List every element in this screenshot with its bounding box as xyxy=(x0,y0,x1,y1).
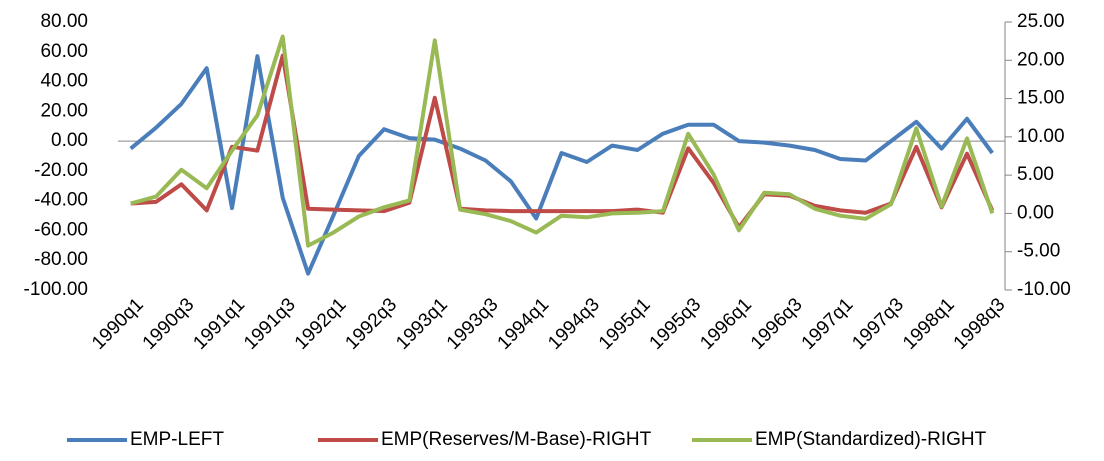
y-tick-label: -40.00 xyxy=(34,190,88,211)
series-line xyxy=(130,53,995,230)
y2-tick-label: 10.00 xyxy=(1017,126,1065,147)
series-line xyxy=(129,54,994,276)
y-tick-label: -20.00 xyxy=(34,160,88,181)
x-tick-label: 1993q3 xyxy=(443,294,503,354)
legend-label: EMP-LEFT xyxy=(130,429,224,450)
y-tick-label: -60.00 xyxy=(34,219,88,240)
y2-tick-label: -5.00 xyxy=(1017,241,1060,262)
x-tick-label: 1996q3 xyxy=(747,294,807,354)
x-tick-label: 1995q3 xyxy=(646,294,706,354)
y-tick-label: 40.00 xyxy=(40,71,88,92)
legend-label: EMP(Standardized)-RIGHT xyxy=(755,429,987,450)
x-tick-label: 1998q3 xyxy=(950,294,1010,354)
x-tick-label: 1992q1 xyxy=(291,294,351,354)
y-tick-label: 80.00 xyxy=(40,11,88,32)
x-tick-label: 1990q3 xyxy=(139,294,199,354)
x-tick-label: 1997q1 xyxy=(798,294,858,354)
y-tick-label: 60.00 xyxy=(40,41,88,62)
y2-tick-label: 20.00 xyxy=(1017,49,1065,70)
y2-tick-label: 15.00 xyxy=(1017,88,1065,109)
y2-tick-label: -10.00 xyxy=(1017,279,1071,300)
legend-label: EMP(Reserves/M-Base)-RIGHT xyxy=(381,429,652,450)
x-tick-label: 1992q3 xyxy=(341,294,401,354)
x-tick-label: 1997q3 xyxy=(848,294,908,354)
y-tick-label: -80.00 xyxy=(34,249,88,270)
y2-tick-label: 25.00 xyxy=(1017,11,1065,32)
x-tick-label: 1993q1 xyxy=(392,294,452,354)
y-tick-label: 0.00 xyxy=(51,130,88,151)
x-tick-label: 1994q3 xyxy=(544,294,604,354)
x-tick-label: 1995q1 xyxy=(595,294,655,354)
x-tick-label: 1991q3 xyxy=(240,294,300,354)
x-tick-label: 1998q1 xyxy=(899,294,959,354)
y2-tick-label: 5.00 xyxy=(1017,164,1054,185)
x-tick-label: 1991q1 xyxy=(189,294,249,354)
y-tick-label: -100.00 xyxy=(24,279,88,300)
y2-tick-label: 0.00 xyxy=(1017,202,1054,223)
x-tick-label: 1996q1 xyxy=(696,294,756,354)
y-tick-label: 20.00 xyxy=(40,100,88,121)
x-tick-label: 1990q1 xyxy=(88,294,148,354)
series-line xyxy=(130,34,995,248)
x-tick-label: 1994q1 xyxy=(494,294,554,354)
